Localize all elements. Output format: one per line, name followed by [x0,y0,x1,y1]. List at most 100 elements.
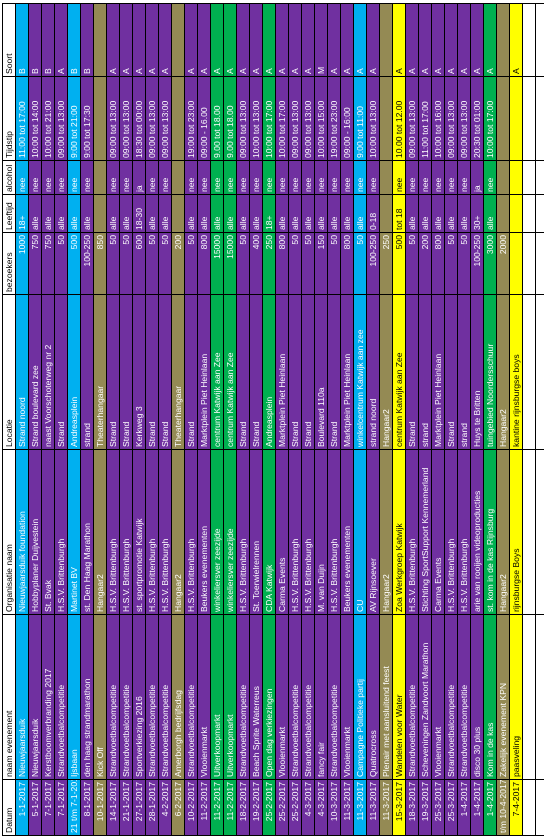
cell-tijdstip[interactable]: 10:00 tot 13:00 [366,76,380,161]
cell-datum[interactable]: 25-2-2017 [275,779,289,836]
cell-organisatie-naam[interactable]: CDA Katwijk [262,449,276,615]
cell-locatie[interactable]: Boulevard 110a [314,294,328,450]
cell-naam-evenement[interactable]: Nieuwjaarsduik [15,614,29,780]
cell-leeftijd[interactable]: alle [431,194,445,233]
cell-bezoekers[interactable]: 50 [236,232,250,295]
cell-organisatie-naam[interactable]: AV Rijnsoever [366,449,380,615]
cell-locatie[interactable] [535,294,544,450]
cell-tijdstip[interactable]: 10:00 tot 21:00 [41,76,55,161]
cell-datum[interactable]: 18-2-2017 [236,779,250,836]
cell-soort[interactable]: A [418,3,432,77]
cell-tijdstip[interactable] [93,76,107,161]
cell-tijdstip[interactable] [496,76,510,161]
cell-tijdstip[interactable]: 11:00 tot 17:00 [418,76,432,161]
cell-leeftijd[interactable]: alle [327,194,341,233]
cell-leeftijd[interactable]: 18+ [262,194,276,233]
cell-leeftijd[interactable]: alle [314,194,328,233]
cell-naam-evenement[interactable]: Strandvoetbalcompetitie [327,614,341,780]
cell-datum[interactable]: 14-1-2017 [106,779,120,836]
cell-organisatie-naam[interactable]: H.S.V. Brittenburgh [119,449,133,615]
cell-locatie[interactable]: Theaterhangaar [171,294,185,450]
cell-bezoekers[interactable]: 50 [405,232,419,295]
cell-alcohol[interactable]: nee [119,160,133,195]
cell-naam-evenement[interactable]: Campagne Politieke partij [353,614,367,780]
cell-leeftijd[interactable]: alle [158,194,172,233]
cell-locatie[interactable]: Marktplein Piet Heinlaan [431,294,445,450]
cell-leeftijd[interactable]: 18-30 [132,194,146,233]
cell-leeftijd[interactable]: alle [236,194,250,233]
cell-bezoekers[interactable]: 800 [340,232,354,295]
cell-leeftijd[interactable]: alle [405,194,419,233]
cell-datum[interactable]: 18-3-2017 [405,779,419,836]
cell-naam-evenement[interactable]: Ijsbaan [67,614,81,780]
cell-locatie[interactable]: Strand [184,294,198,450]
cell-leeftijd[interactable]: alle [28,194,42,233]
cell-naam-evenement[interactable]: Open dag verkiezingen [262,614,276,780]
cell-bezoekers[interactable]: 800 [431,232,445,295]
cell-organisatie-naam[interactable]: arie van rooijen videoproducties [470,449,484,615]
cell-organisatie-naam[interactable]: H.S.V. Brittenburgh [145,449,159,615]
cell-organisatie-naam[interactable]: st. sportpromotie Katwijk [132,449,146,615]
cell-tijdstip[interactable]: 09:00 tot 13:00 [457,76,471,161]
cell-datum[interactable] [522,779,536,836]
cell-bezoekers[interactable]: 400 [249,232,263,295]
cell-tijdstip[interactable]: 9:00 tot 17:30 [80,76,94,161]
cell-bezoekers[interactable]: 50 [54,232,68,295]
cell-alcohol[interactable]: nee [444,160,458,195]
cell-locatie[interactable]: centrum Katwijk aan Zee [210,294,224,450]
cell-leeftijd[interactable] [496,194,510,233]
header-tijdstip[interactable]: Tijdstip [2,76,16,161]
cell-soort[interactable]: A [262,3,276,77]
cell-tijdstip[interactable]: 10:00 tot 17:00 [483,76,497,161]
cell-bezoekers[interactable]: 50 [184,232,198,295]
cell-datum[interactable]: 1-4-2017 [470,779,484,836]
cell-leeftijd[interactable]: tot 18 [392,194,406,233]
cell-datum[interactable]: 21-1-2017 [119,779,133,836]
cell-leeftijd[interactable]: alle [197,194,211,233]
cell-alcohol[interactable]: nee [405,160,419,195]
cell-leeftijd[interactable]: alle [210,194,224,233]
cell-bezoekers[interactable]: 50 [158,232,172,295]
cell-naam-evenement[interactable]: Vlooienmarkt [340,614,354,780]
cell-alcohol[interactable]: ja [470,160,484,195]
cell-leeftijd[interactable]: alle [483,194,497,233]
cell-tijdstip[interactable]: 09:00 tot 13:00 [301,76,315,161]
cell-bezoekers[interactable]: 750 [28,232,42,295]
cell-tijdstip[interactable]: 19:00 tot 23:00 [327,76,341,161]
cell-locatie[interactable]: centrum Katwijk aan Zee [392,294,406,450]
cell-organisatie-naam[interactable]: St. Toerwielrennen [249,449,263,615]
cell-alcohol[interactable]: nee [80,160,94,195]
cell-datum[interactable]: 11-3-2017 [353,779,367,836]
cell-bezoekers[interactable]: 500 [392,232,406,295]
cell-bezoekers[interactable]: 800 [197,232,211,295]
cell-naam-evenement[interactable]: Quatrocross [366,614,380,780]
cell-soort[interactable]: A [470,3,484,77]
cell-organisatie-naam[interactable]: winkeliersver zeezijde [210,449,224,615]
cell-soort[interactable]: B [67,3,81,77]
cell-locatie[interactable]: Marktplein Piet Heinlaan [275,294,289,450]
cell-alcohol[interactable]: nee [262,160,276,195]
cell-bezoekers[interactable]: 200 [171,232,185,295]
cell-tijdstip[interactable]: 09:00 tot 13:00 [145,76,159,161]
cell-bezoekers[interactable]: 15000 [223,232,237,295]
cell-soort[interactable]: B [41,3,55,77]
cell-organisatie-naam[interactable]: H.S.V. Brittenburgh [405,449,419,615]
cell-locatie[interactable]: Strand [288,294,302,450]
cell-leeftijd[interactable]: alle [457,194,471,233]
cell-bezoekers[interactable]: 750 [41,232,55,295]
cell-locatie[interactable]: Hangaar2 [496,294,510,450]
cell-alcohol[interactable] [535,160,544,195]
cell-organisatie-naam[interactable]: st. Den Haag Marathon [80,449,94,615]
cell-tijdstip[interactable]: 10:00 tot 17:00 [275,76,289,161]
cell-organisatie-naam[interactable]: Nieuwjaarsduik foundation [15,449,29,615]
cell-tijdstip[interactable]: 09:00 - 16.00 [197,76,211,161]
cell-naam-evenement[interactable]: Kick Off [93,614,107,780]
cell-bezoekers[interactable]: 250 [262,232,276,295]
cell-leeftijd[interactable]: alle [288,194,302,233]
cell-datum[interactable]: 28-1-2017 [145,779,159,836]
cell-soort[interactable]: A [444,3,458,77]
cell-alcohol[interactable]: nee [483,160,497,195]
cell-organisatie-naam[interactable]: st. kom in de kas Rijnsburg [483,449,497,615]
cell-alcohol[interactable]: nee [457,160,471,195]
cell-datum[interactable]: 4-2-2017 [158,779,172,836]
